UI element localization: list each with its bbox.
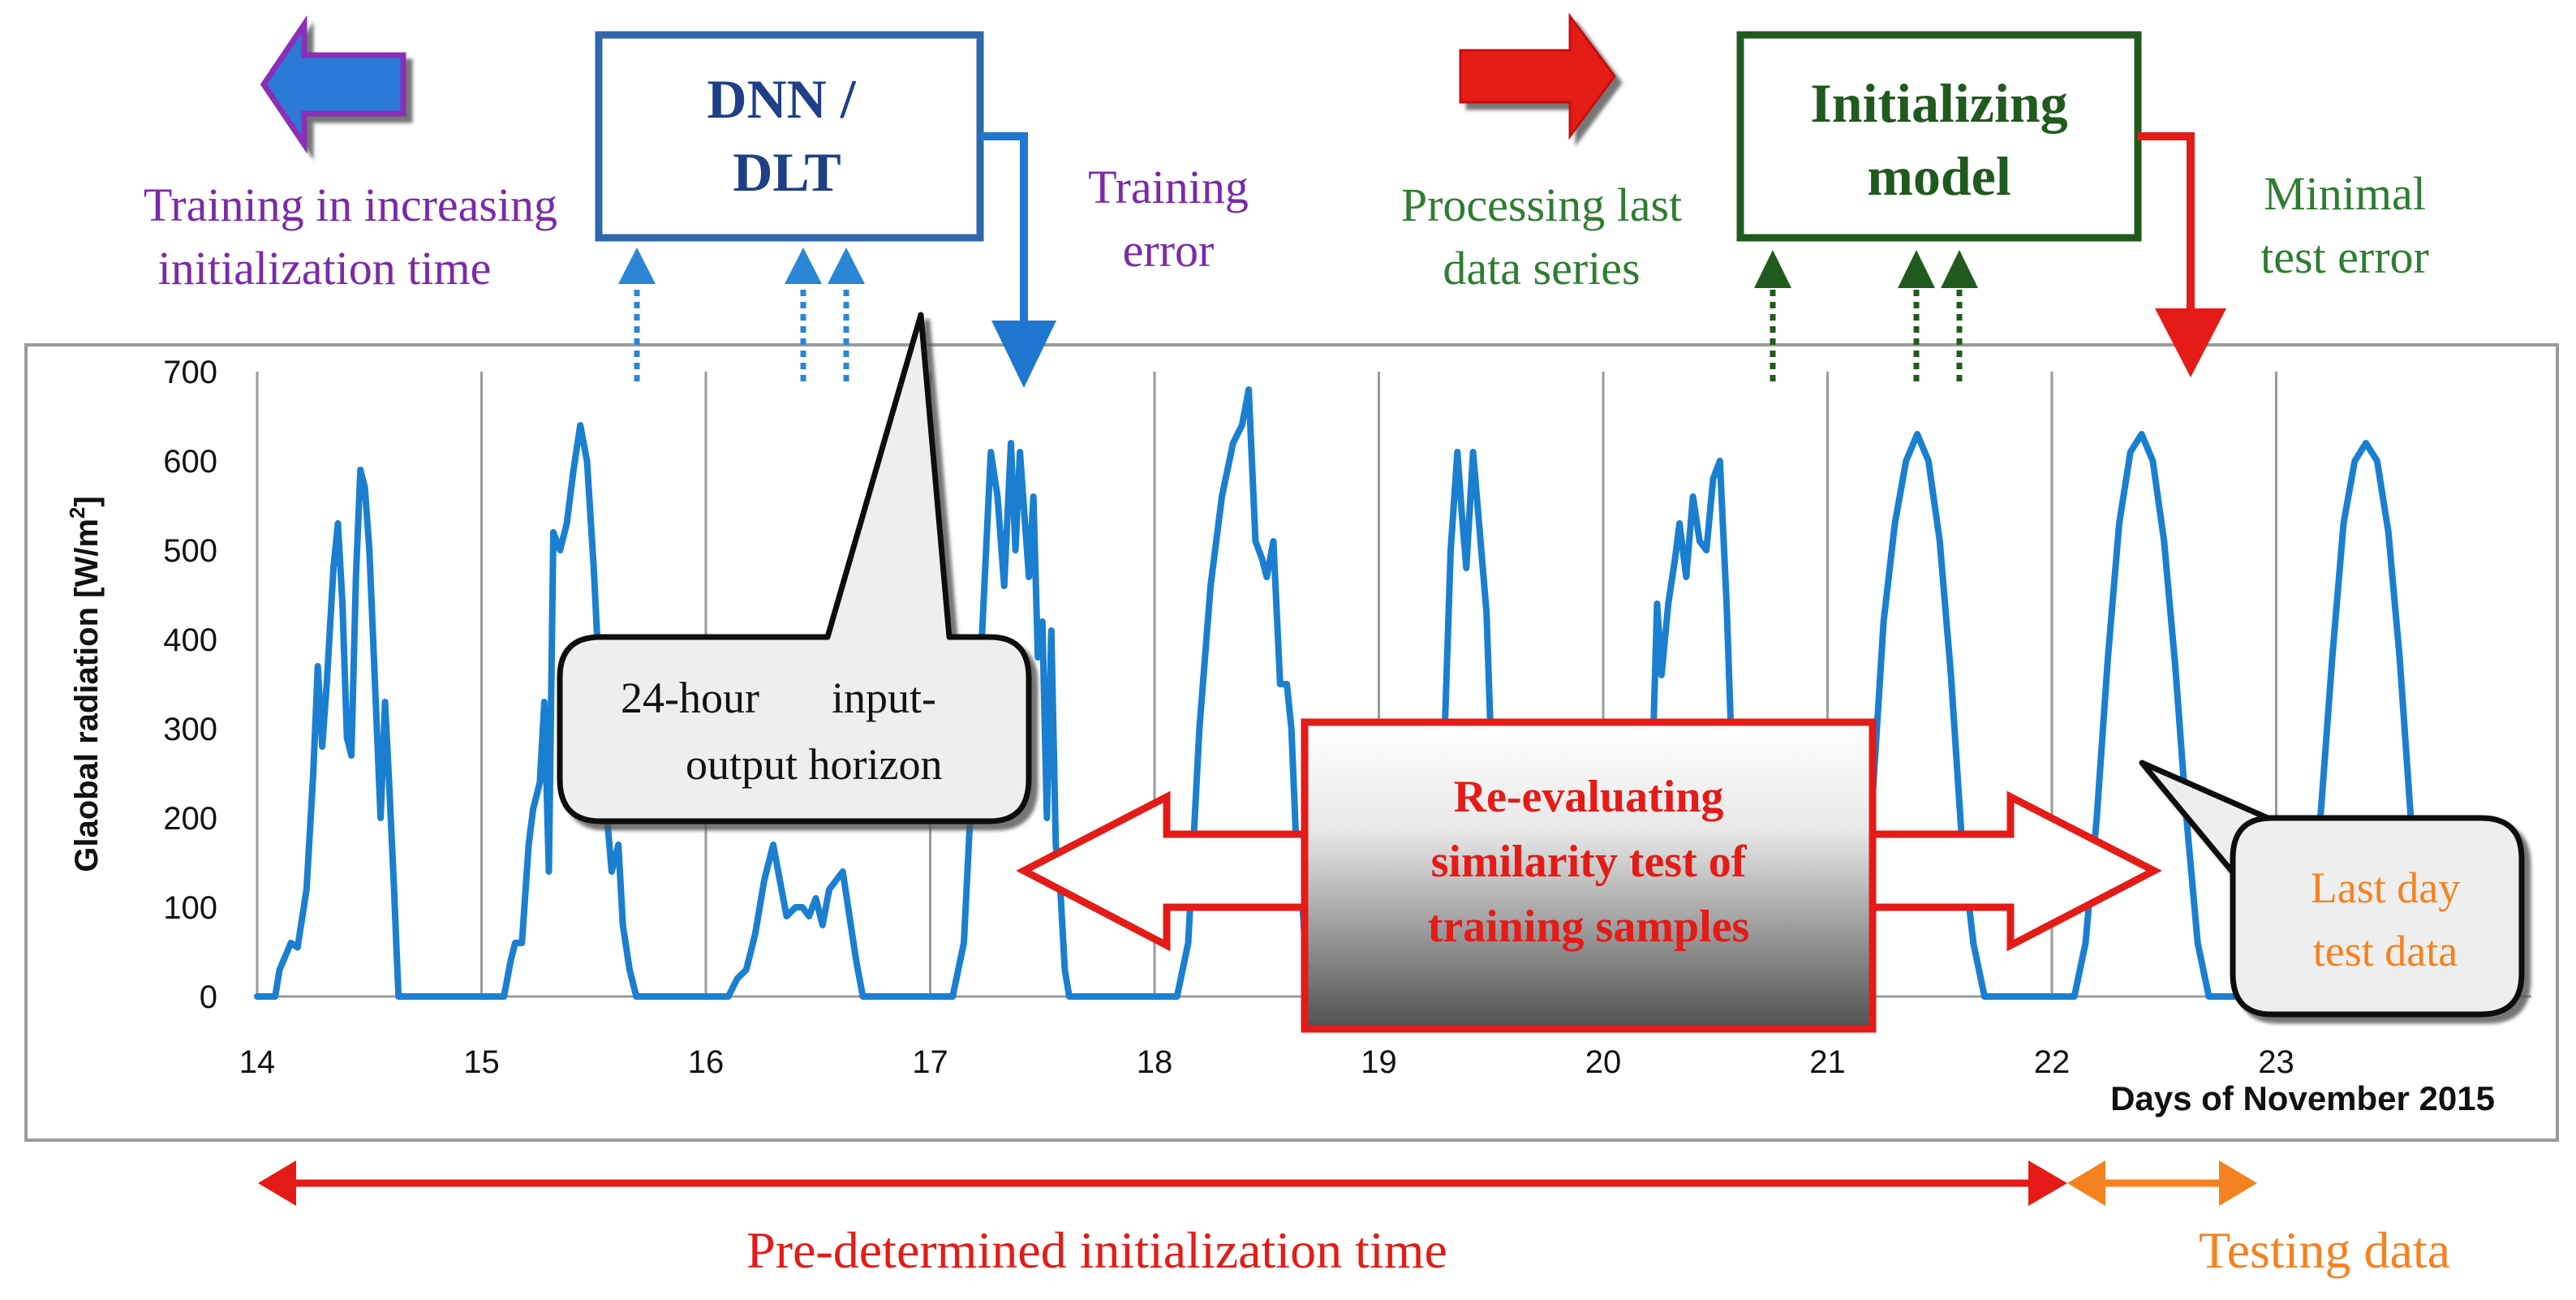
x-tick-19: 19 [1361,1044,1397,1080]
dotted-blue-arrowheads [618,248,865,284]
initializing-model-box [1736,31,2142,242]
last-day-callout [2139,760,2525,1018]
predetermined-label: Pre-determined initialization time [746,1221,1447,1279]
y-tick-600: 600 [163,444,217,480]
y-tick-500: 500 [163,533,217,569]
training-increasing-label-2: initialization time [158,242,492,295]
dnn-dlt-line2: DLT [733,141,841,203]
horizon-line1-b: input- [832,674,936,722]
training-arrow-left-icon [260,15,406,154]
dnn-dlt-box [595,31,984,242]
x-axis-label: Days of November 2015 [2110,1079,2495,1117]
x-tick-23: 23 [2258,1044,2294,1080]
initializing-line1: Initializing [1810,72,2067,134]
y-axis-label: Glaobal radiation [W/m2] [65,496,105,872]
minimal-error-connector [2138,132,2195,312]
training-error-line2: error [1123,224,1215,277]
y-tick-0: 0 [200,979,217,1015]
processing-arrow-right [1459,12,1616,140]
x-tick-14: 14 [239,1044,276,1080]
y-tick-700: 700 [163,355,217,390]
reevaluating-line1: Re-evaluating [1454,772,1724,822]
last-day-line2: test data [2313,927,2458,975]
dnn-dlt-line1: DNN / [707,68,856,130]
training-error-arrowhead [991,321,1056,388]
y-tick-100: 100 [163,890,217,926]
processing-last-line2: data series [1443,242,1640,295]
minimal-error-line1: Minimal [2264,167,2426,220]
testing-label: Testing data [2199,1221,2450,1279]
y-tick-200: 200 [163,801,217,837]
x-tick-22: 22 [2034,1044,2071,1080]
horizon-line1-a: 24-hour [621,674,759,722]
predetermined-right-head [2028,1160,2067,1206]
x-tick-18: 18 [1137,1044,1173,1080]
minimal-error-arrowhead [2155,308,2226,377]
y-tick-labels: 0 100 200 300 400 500 600 700 [163,355,217,1015]
x-tick-16: 16 [688,1044,725,1080]
predetermined-left-head [258,1160,296,1206]
reevaluating-box [1301,718,1877,1033]
x-tick-20: 20 [1585,1044,1622,1080]
minimal-error-line2: test error [2260,230,2429,283]
initializing-line2: model [1867,145,2011,207]
x-tick-15: 15 [463,1044,500,1080]
training-error-connector [980,132,1028,325]
horizon-line2: output horizon [686,740,942,789]
x-tick-labels: 14 15 16 17 18 19 20 21 22 23 [239,1044,2294,1080]
training-error-line1: Training [1088,161,1249,213]
horizon-callout [557,312,1032,824]
y-tick-400: 400 [163,622,217,658]
training-increasing-label-1: Training in increasing [144,179,557,231]
x-tick-17: 17 [912,1044,948,1080]
x-tick-21: 21 [1809,1044,1846,1080]
series-line-global-radiation [254,386,2471,1000]
last-day-line1: Last day [2311,863,2460,912]
testing-right-head [2219,1160,2257,1206]
processing-last-line1: Processing last [1401,179,1682,231]
dotted-green-arrows [1770,280,1963,381]
dotted-blue-arrows [634,276,849,381]
testing-left-head [2067,1160,2105,1206]
reevaluating-line3: training samples [1428,902,1750,952]
dotted-green-arrowheads [1754,250,1978,288]
y-tick-300: 300 [163,712,217,747]
reevaluating-line2: similarity test of [1431,837,1748,887]
